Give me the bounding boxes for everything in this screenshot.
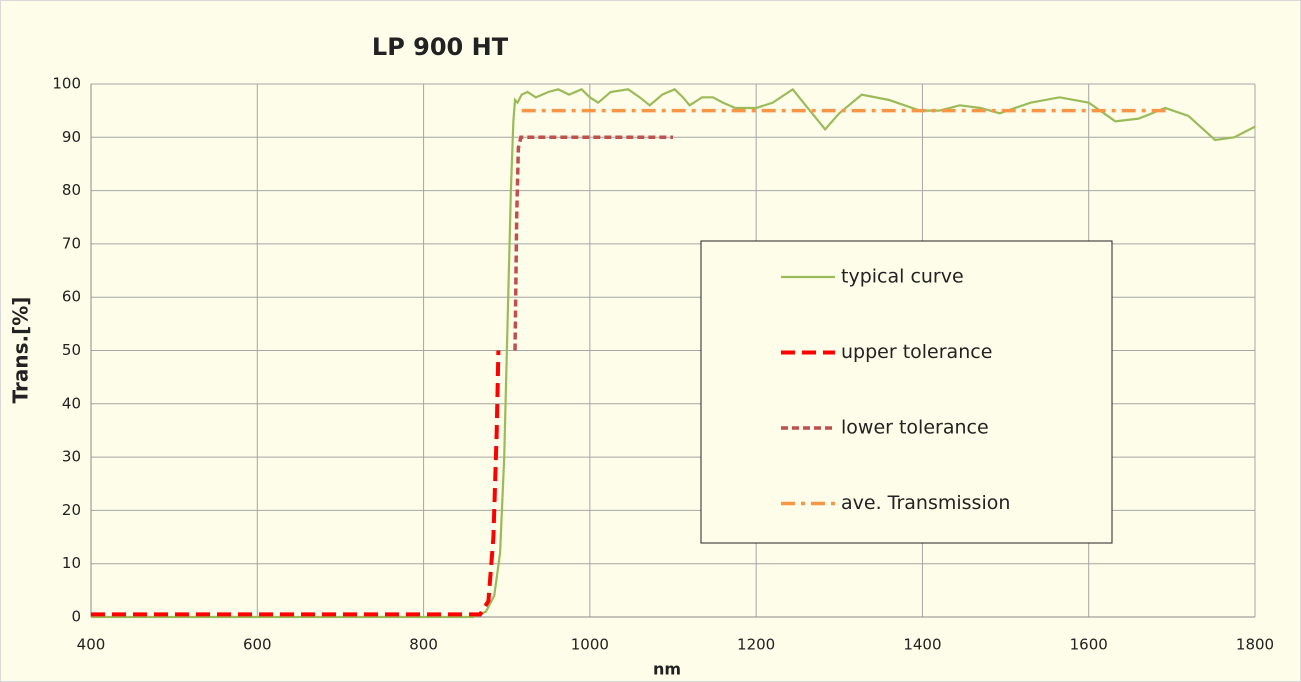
y-axis-label: Trans.[%] (9, 297, 33, 404)
x-tick-label: 600 (243, 636, 272, 654)
y-tick-label: 90 (62, 128, 81, 146)
y-tick-label: 100 (52, 75, 81, 93)
legend-label: typical curve (841, 266, 964, 288)
x-tick-label: 800 (409, 636, 438, 654)
x-tick-label: 1600 (1070, 636, 1108, 654)
legend-label: upper tolerance (841, 341, 992, 363)
chart-title: LP 900 HT (372, 33, 509, 61)
x-axis-label: nm (653, 660, 681, 679)
x-tick-label: 400 (77, 636, 106, 654)
y-tick-label: 20 (62, 501, 81, 519)
legend-box (700, 240, 1113, 544)
y-tick-label: 50 (62, 341, 81, 359)
y-tick-label: 60 (62, 288, 81, 306)
series-line (91, 350, 501, 617)
y-tick-label: 10 (62, 554, 81, 572)
series-line (91, 87, 1256, 619)
series-line (513, 135, 673, 351)
legend-label: ave. Transmission (841, 492, 1010, 514)
y-tick-label: 70 (62, 234, 81, 252)
x-tick-label: 1800 (1236, 636, 1274, 654)
legend-label: lower tolerance (841, 417, 989, 439)
y-tick-label: 30 (62, 448, 81, 466)
y-tick-label: 40 (62, 394, 81, 412)
y-tick-label: 0 (71, 608, 81, 626)
x-tick-label: 1000 (571, 636, 609, 654)
x-tick-label: 1200 (737, 636, 775, 654)
y-tick-label: 80 (62, 181, 81, 199)
x-tick-label: 1400 (903, 636, 941, 654)
